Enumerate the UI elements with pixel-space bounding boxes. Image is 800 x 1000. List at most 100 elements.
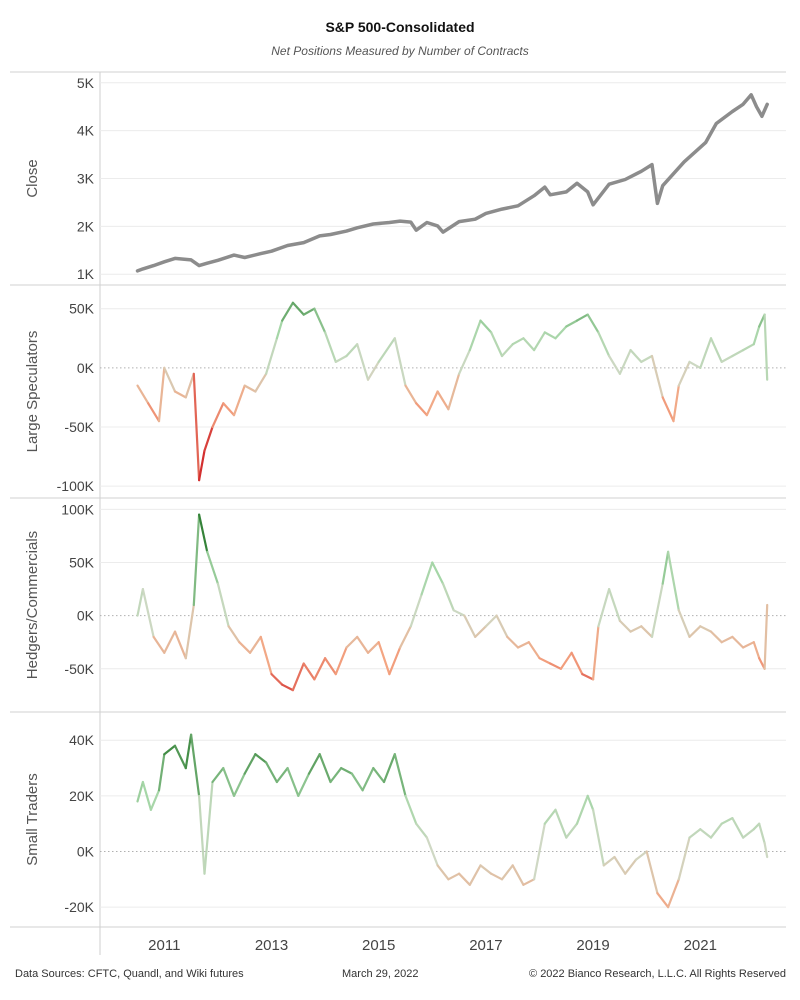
series-segment — [731, 635, 745, 649]
series-segment — [629, 625, 643, 633]
series-segment — [243, 753, 257, 775]
series-segment — [677, 360, 691, 387]
series-segment — [431, 561, 445, 585]
series-segment — [565, 319, 579, 328]
series-segment — [198, 449, 206, 482]
series-segment — [677, 836, 691, 881]
series-segment — [532, 822, 546, 881]
series-segment — [490, 331, 504, 358]
series-segment — [741, 828, 755, 839]
series-segment — [699, 828, 713, 839]
panel-large-speculators: -100K -50K 0K 50K Large Speculators — [10, 284, 786, 494]
series-segment — [602, 855, 616, 867]
y-axis-title: Small Traders — [24, 773, 41, 866]
series-segment — [415, 402, 428, 417]
series-segment — [198, 513, 209, 553]
series-segment — [474, 625, 487, 639]
series-segment — [409, 593, 423, 628]
series-segment — [313, 307, 327, 334]
y-tick-label: 50K — [69, 554, 95, 570]
series-segment — [640, 625, 654, 639]
series-segment — [350, 772, 364, 792]
series-segment — [731, 349, 745, 358]
series-segment — [184, 603, 195, 660]
series-segment — [149, 789, 161, 811]
series-segment — [157, 753, 166, 792]
series-segment — [249, 635, 262, 654]
series-segment — [613, 855, 627, 875]
series-segment — [173, 744, 187, 770]
series-segment — [318, 753, 332, 784]
series-segment — [441, 582, 455, 612]
series-segment — [281, 683, 294, 692]
series-segment — [656, 892, 670, 909]
series-segment — [270, 672, 284, 686]
series-segment — [388, 646, 402, 676]
series-segment — [366, 641, 380, 654]
series-segment — [468, 864, 482, 886]
panel-close: 1K 2K 3K 4K 5K Close — [10, 71, 786, 282]
series-segment — [324, 331, 337, 363]
footer-date: March 29, 2022 — [342, 968, 419, 980]
x-tick-label: 2017 — [469, 937, 502, 954]
series-segment — [458, 872, 471, 886]
footer-sources: Data Sources: CFTC, Quandl, and Wiki fut… — [15, 968, 244, 980]
panel-small-traders: -20K 0K 20K 40K Small Traders — [10, 711, 786, 915]
series-segment — [147, 402, 161, 423]
series-segment — [554, 808, 568, 839]
series-segment — [763, 841, 769, 859]
series-segment — [275, 319, 284, 340]
series-segment — [495, 614, 509, 639]
series-segment — [227, 625, 241, 644]
series-segment — [699, 625, 713, 633]
series-segment — [607, 587, 622, 623]
series-segment — [211, 402, 225, 429]
series-segment — [522, 878, 536, 886]
y-tick-label: 0K — [77, 608, 95, 624]
series-segment — [559, 651, 573, 670]
series-segment — [677, 609, 691, 639]
series-segment — [203, 780, 214, 875]
series-segment — [291, 301, 305, 316]
series-segment — [329, 766, 343, 784]
series-segment — [345, 343, 359, 358]
series-segment — [211, 766, 225, 784]
series-segment — [302, 307, 316, 316]
series-segment — [650, 582, 664, 639]
y-tick-label: -100K — [57, 478, 95, 494]
series-segment — [758, 822, 766, 845]
series-segment — [184, 372, 195, 399]
series-segment — [479, 319, 493, 334]
y-tick-label: 0K — [77, 843, 95, 859]
y-axis-title: Hedgers/Commercials — [24, 531, 41, 679]
series-segment — [254, 753, 268, 764]
x-tick-label: 2021 — [684, 937, 717, 954]
series-segment — [618, 349, 632, 375]
series-segment — [618, 619, 632, 633]
series-segment — [232, 772, 246, 798]
y-tick-label: 50K — [69, 301, 95, 317]
x-tick-label: 2011 — [148, 937, 180, 954]
series-segment — [511, 864, 525, 886]
series-segment — [163, 630, 177, 654]
series-segment — [490, 872, 504, 881]
series-segment — [404, 384, 418, 405]
series-segment — [334, 646, 348, 676]
panel-hedgers-commercials: -50K 0K 50K 100K Hedgers/Commercials — [10, 497, 786, 692]
series-segment — [709, 822, 723, 839]
series-segment — [136, 780, 144, 803]
y-tick-label: -50K — [64, 661, 94, 677]
series-segment — [206, 550, 219, 585]
series-segment — [709, 337, 723, 363]
series-segment — [399, 625, 412, 649]
series-segment — [222, 402, 236, 417]
series-segment — [216, 582, 230, 628]
series-segment — [741, 641, 755, 649]
series-segment — [661, 396, 675, 423]
series-segment — [173, 630, 187, 660]
series-segment — [763, 603, 769, 670]
footer-copyright: © 2022 Bianco Research, L.L.C. All Right… — [529, 968, 786, 980]
chart-subtitle: Net Positions Measured by Number of Cont… — [271, 44, 529, 58]
x-tick-label: 2015 — [362, 937, 395, 954]
